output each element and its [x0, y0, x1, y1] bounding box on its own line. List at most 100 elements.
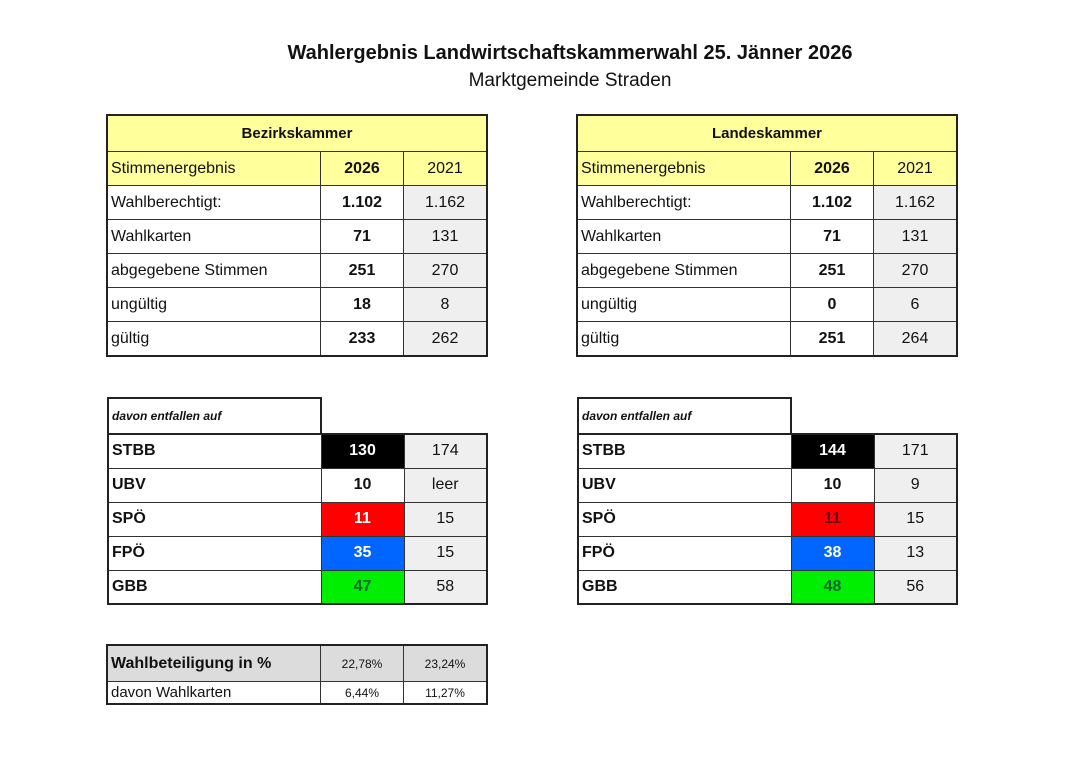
- party-votes-2026: 48: [790, 569, 875, 605]
- row-label: Wahlkarten: [577, 219, 791, 254]
- value-2026: 71: [320, 219, 404, 254]
- value-2026: 251: [790, 253, 874, 288]
- value-2026: 1.102: [790, 185, 874, 220]
- column-header: 2026: [790, 151, 874, 186]
- turnout-row: Wahlbeteiligung in % 22,78% 23,24%: [107, 645, 487, 682]
- value-2026: 1.102: [320, 185, 404, 220]
- value-2026: 251: [790, 321, 874, 356]
- table-row: Wahlberechtigt: 1.102 1.162: [107, 185, 487, 220]
- row-label: Wahlberechtigt:: [577, 185, 791, 220]
- party-votes-2026: 35: [320, 535, 405, 571]
- party-votes-2021: 58: [403, 569, 488, 605]
- party-votes-2026: 10: [790, 467, 875, 503]
- table-heading-row: Bezirkskammer: [107, 115, 487, 152]
- row-label: ungültig: [107, 287, 321, 322]
- turnout-2021: 11,27%: [403, 681, 487, 704]
- table-row: gültig 233 262: [107, 321, 487, 356]
- row-label: ungültig: [577, 287, 791, 322]
- party-votes-2026: 11: [790, 501, 875, 537]
- column-header: 2021: [403, 151, 487, 186]
- value-2021: 131: [873, 219, 957, 254]
- turnout-label: davon Wahlkarten: [107, 681, 321, 704]
- table-heading: Landeskammer: [577, 115, 957, 152]
- turnout-table: Wahlbeteiligung in % 22,78% 23,24% davon Wa…: [106, 644, 488, 705]
- bezirkskammer-table: Bezirkskammer Stimmenergebnis 2026 2021 Wahl…: [106, 114, 488, 357]
- value-2021: 262: [403, 321, 487, 356]
- column-header-row: Stimmenergebnis 2026 2021: [577, 151, 957, 186]
- party-name: STBB: [107, 433, 322, 469]
- party-name: GBB: [107, 569, 322, 605]
- turnout-label: Wahlbeteiligung in %: [107, 645, 321, 682]
- column-header: 2026: [320, 151, 404, 186]
- party-name: GBB: [577, 569, 792, 605]
- table-row: gültig 251 264: [577, 321, 957, 356]
- turnout-2026: 22,78%: [320, 645, 404, 682]
- party-row: SPÖ 11 15: [107, 501, 488, 537]
- table-row: abgegebene Stimmen 251 270: [107, 253, 487, 288]
- party-row: UBV 10 leer: [107, 467, 488, 503]
- row-label: Wahlkarten: [107, 219, 321, 254]
- party-votes-2026: 38: [790, 535, 875, 571]
- party-row: UBV 10 9: [577, 467, 958, 503]
- table-row: Wahlkarten 71 131: [577, 219, 957, 254]
- party-name: FPÖ: [107, 535, 322, 571]
- party-row: FPÖ 38 13: [577, 535, 958, 571]
- party-votes-2026: 130: [320, 433, 405, 469]
- party-name: FPÖ: [577, 535, 792, 571]
- party-row: GBB 48 56: [577, 569, 958, 605]
- value-2021: 270: [873, 253, 957, 288]
- turnout-row: davon Wahlkarten 6,44% 11,27%: [107, 681, 487, 704]
- value-2026: 251: [320, 253, 404, 288]
- table-heading-row: Landeskammer: [577, 115, 957, 152]
- party-votes-2021: 13: [873, 535, 958, 571]
- value-2021: 8: [403, 287, 487, 322]
- davon-row: davon entfallen auf: [107, 397, 487, 435]
- row-label: Wahlberechtigt:: [107, 185, 321, 220]
- value-2026: 0: [790, 287, 874, 322]
- party-name: UBV: [577, 467, 792, 503]
- landeskammer-party-table: davon entfallen auf STBB 144 171 UBV 10 9 SPÖ 11…: [577, 397, 958, 605]
- value-2021: 1.162: [873, 185, 957, 220]
- party-row: STBB 130 174: [107, 433, 488, 469]
- column-header: 2021: [873, 151, 957, 186]
- table-heading: Bezirkskammer: [107, 115, 487, 152]
- party-votes-2021: leer: [403, 467, 488, 503]
- document-title: Wahlergebnis Landwirtschaftskammerwahl 2…: [287, 42, 853, 64]
- davon-row: davon entfallen auf: [577, 397, 957, 435]
- column-header: Stimmenergebnis: [107, 151, 321, 186]
- party-row: GBB 47 58: [107, 569, 488, 605]
- turnout-2021: 23,24%: [403, 645, 487, 682]
- value-2021: 270: [403, 253, 487, 288]
- party-votes-2021: 15: [873, 501, 958, 537]
- value-2021: 264: [873, 321, 957, 356]
- party-name: SPÖ: [107, 501, 322, 537]
- party-name: SPÖ: [577, 501, 792, 537]
- value-2026: 18: [320, 287, 404, 322]
- party-name: STBB: [577, 433, 792, 469]
- value-2026: 71: [790, 219, 874, 254]
- table-row: ungültig 18 8: [107, 287, 487, 322]
- value-2021: 6: [873, 287, 957, 322]
- row-label: abgegebene Stimmen: [577, 253, 791, 288]
- row-label: gültig: [107, 321, 321, 356]
- table-row: abgegebene Stimmen 251 270: [577, 253, 957, 288]
- party-votes-2021: 15: [403, 501, 488, 537]
- document-subtitle: Marktgemeinde Straden: [468, 70, 672, 91]
- row-label: abgegebene Stimmen: [107, 253, 321, 288]
- party-votes-2026: 144: [790, 433, 875, 469]
- row-label: gültig: [577, 321, 791, 356]
- party-votes-2021: 171: [873, 433, 958, 469]
- turnout-2026: 6,44%: [320, 681, 404, 704]
- davon-label: davon entfallen auf: [577, 397, 792, 435]
- party-row: STBB 144 171: [577, 433, 958, 469]
- table-row: Wahlkarten 71 131: [107, 219, 487, 254]
- party-row: SPÖ 11 15: [577, 501, 958, 537]
- table-row: ungültig 0 6: [577, 287, 957, 322]
- party-votes-2026: 47: [320, 569, 405, 605]
- party-votes-2021: 56: [873, 569, 958, 605]
- value-2021: 1.162: [403, 185, 487, 220]
- table-row: Wahlberechtigt: 1.102 1.162: [577, 185, 957, 220]
- bezirkskammer-party-table: davon entfallen auf STBB 130 174 UBV 10 leer SP…: [107, 397, 488, 605]
- party-name: UBV: [107, 467, 322, 503]
- davon-label: davon entfallen auf: [107, 397, 322, 435]
